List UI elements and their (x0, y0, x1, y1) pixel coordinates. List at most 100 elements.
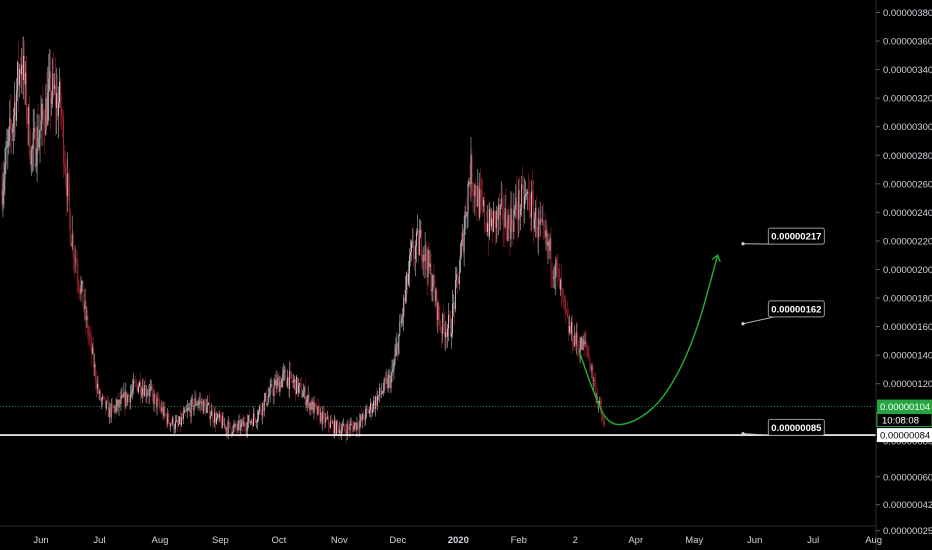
candle-body (230, 428, 232, 434)
candle-body (52, 73, 54, 98)
price-callout[interactable]: 0.00000217 (741, 227, 825, 246)
candle-body (497, 204, 499, 220)
candle-body (404, 297, 406, 302)
candle-body (97, 384, 98, 389)
projection-curve[interactable] (578, 255, 719, 426)
candle-body (456, 274, 458, 278)
candle-body (528, 192, 529, 193)
candle-body (427, 249, 429, 278)
candle-body (63, 163, 65, 168)
candle-body (184, 409, 186, 412)
candle-body (290, 370, 292, 373)
candle-body (292, 379, 293, 383)
price-callout[interactable]: 0.00000162 (741, 300, 825, 326)
candle-body (297, 385, 299, 393)
candle-body (402, 316, 404, 318)
candle-body (341, 426, 343, 431)
candle-body (372, 409, 373, 413)
candle-body (276, 380, 278, 389)
candle-body (94, 364, 96, 368)
candle-body (396, 343, 398, 348)
candle-body (350, 424, 352, 425)
candle-body (134, 380, 136, 383)
candle-body (572, 344, 574, 347)
candle-body (101, 399, 102, 401)
candle-body (579, 348, 581, 355)
candle-body (413, 257, 415, 259)
candle-body (92, 347, 94, 354)
candle-body (302, 392, 304, 397)
candle-body (291, 372, 293, 380)
time-tick-label: Feb (511, 535, 527, 546)
candle-body (182, 413, 184, 419)
candle-body (416, 230, 418, 233)
candle-body (571, 321, 573, 345)
candle-body (429, 263, 431, 268)
candle-body (556, 259, 558, 267)
candle-body (205, 403, 207, 414)
candle-body (491, 218, 492, 227)
candle-body (78, 283, 80, 290)
candle-body (550, 238, 552, 271)
candle-body (455, 274, 457, 281)
candle-body (163, 406, 165, 417)
candle-body (334, 419, 335, 434)
candle-body (476, 199, 478, 207)
callout-box (767, 418, 825, 436)
candle-body (38, 138, 40, 148)
candle-body (362, 413, 364, 420)
candle-body (43, 116, 45, 130)
candle-body (104, 398, 106, 409)
candle-body (256, 422, 257, 423)
candle-body (178, 423, 179, 425)
support-price-label: 0.00000084 (880, 431, 930, 442)
candle-body (197, 403, 199, 405)
candle-body (594, 380, 596, 382)
candle-body (257, 418, 258, 423)
candle-body (484, 200, 486, 224)
candle-body (248, 415, 250, 422)
candle-body (222, 416, 224, 425)
candle-body (213, 420, 215, 423)
candle-body (138, 386, 139, 393)
price-tick-label: 0.00000120 (883, 379, 932, 390)
price-tick-label: 0.00000025 (883, 526, 932, 537)
candle-body (74, 257, 76, 259)
candle-body (515, 197, 517, 209)
candle-body (577, 345, 579, 347)
candle-body (445, 332, 447, 338)
candle-body (206, 405, 208, 414)
price-tick-label: 0.00000280 (883, 151, 932, 162)
candle-body (590, 369, 592, 370)
candle-body (15, 102, 17, 121)
candle-body (160, 407, 162, 412)
candle-body (202, 401, 204, 413)
price-tick-label: 0.00000340 (883, 65, 932, 76)
candle-body (90, 336, 92, 338)
candle-body (116, 399, 118, 406)
candle-body (112, 405, 114, 408)
candle-body (85, 300, 87, 320)
candle-body (540, 220, 542, 221)
candle-body (126, 391, 128, 403)
candle-body (397, 343, 399, 354)
candle-body (514, 208, 516, 210)
candle-body (322, 411, 324, 424)
candle-body (21, 64, 22, 75)
price-callout[interactable]: 0.00000085 (741, 418, 825, 436)
candle-body (431, 289, 433, 292)
candle-body (44, 129, 46, 135)
candle-body (68, 184, 70, 211)
candle-body (370, 403, 371, 410)
candle-body (587, 348, 589, 355)
candle-body (51, 97, 53, 105)
candle-body (351, 424, 353, 427)
candle-body (469, 181, 471, 185)
candle-body (73, 256, 75, 259)
time-axis[interactable]: Jun Jul Aug Sep Oct Nov Dec 2020 Feb 2 Apr May Jun Ju… (33, 535, 882, 546)
candle-body (523, 185, 525, 209)
candle-body (592, 366, 594, 381)
candle-body (151, 386, 153, 393)
candle-body (567, 313, 568, 318)
